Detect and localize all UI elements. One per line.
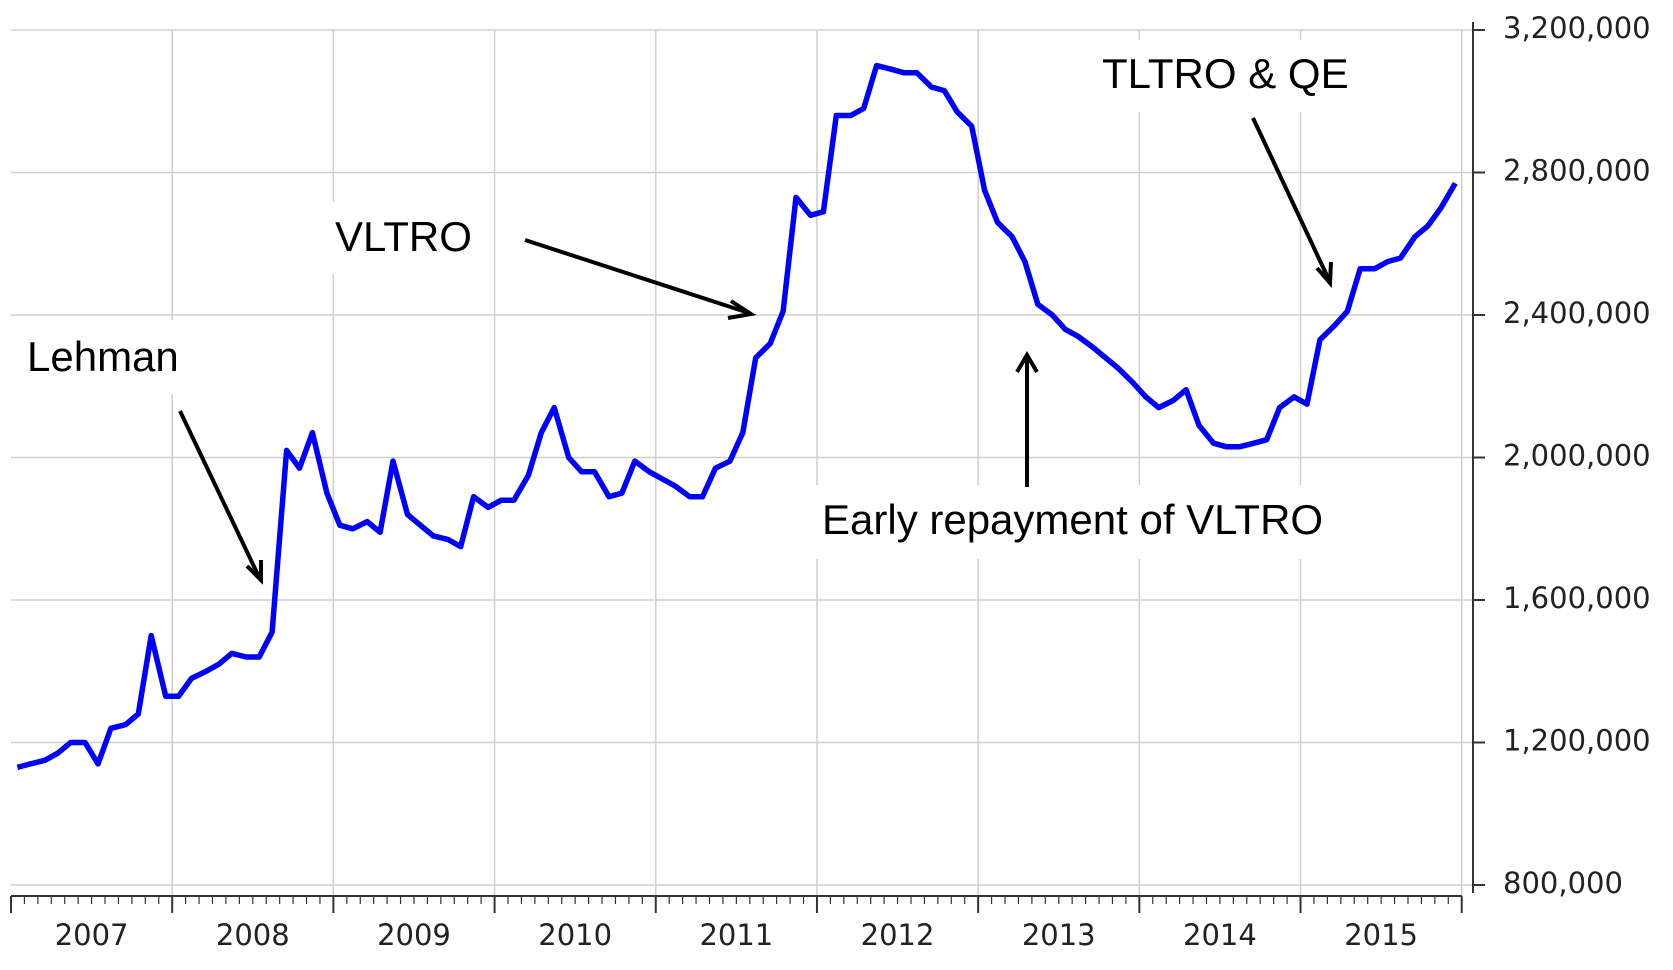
label-box: [812, 485, 1412, 559]
x-tick-label: 2010: [538, 918, 612, 952]
y-tick-label: 3,200,000: [1503, 11, 1651, 45]
y-tick-label: 2,400,000: [1503, 296, 1651, 330]
y-tick-label: 1,600,000: [1503, 581, 1651, 615]
arrow-head: [1315, 261, 1333, 289]
data-line: [16, 62, 1458, 771]
x-tick-label: 2011: [699, 918, 773, 952]
x-tick-label: 2008: [216, 918, 290, 952]
x-tick-label: 2012: [861, 918, 935, 952]
arrow-head: [1015, 351, 1039, 374]
label-box: [325, 202, 490, 274]
y-tick-label: 800,000: [1503, 866, 1623, 900]
annotation: VLTRO: [335, 213, 472, 260]
x-tick-label: 2013: [1022, 918, 1096, 952]
x-tick-label: 2009: [377, 918, 451, 952]
arrow: [178, 410, 261, 578]
y-tick-label: 2,800,000: [1503, 154, 1651, 188]
label-box: [1092, 40, 1392, 112]
arrow: [524, 238, 750, 315]
annotation: TLTRO & QE: [1102, 50, 1349, 97]
y-tick-label: 2,000,000: [1503, 439, 1651, 473]
annotation: Early repayment of VLTRO: [822, 496, 1323, 543]
y-tick-label: 1,200,000: [1503, 724, 1651, 758]
arrow-head: [245, 560, 263, 585]
annotation: Lehman: [27, 333, 179, 380]
arrow: [1251, 117, 1331, 281]
annotations: [18, 40, 1412, 585]
label-box: [18, 320, 238, 394]
x-tick-label: 2014: [1183, 918, 1257, 952]
x-tick-label: 2007: [55, 918, 129, 952]
plot: [16, 62, 1458, 771]
grid: [10, 22, 1485, 913]
arrow-head: [727, 299, 757, 320]
x-tick-label: 2015: [1344, 918, 1418, 952]
